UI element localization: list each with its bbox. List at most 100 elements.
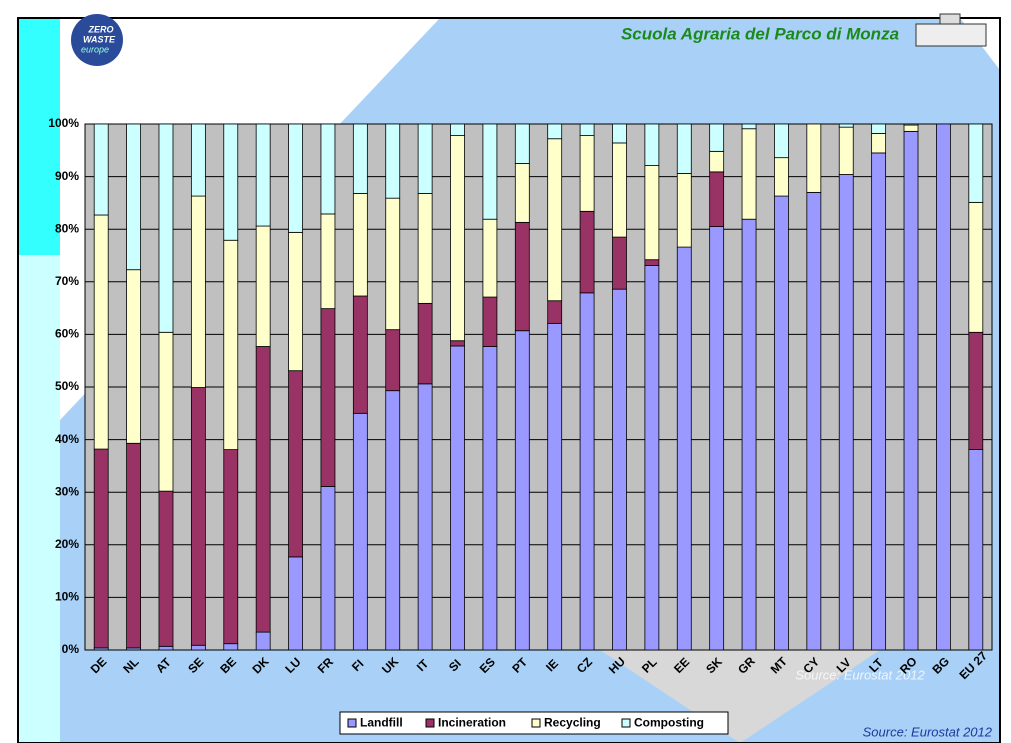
bar-segment (774, 196, 788, 650)
y-tick-label: 40% (55, 432, 79, 446)
source: Source: Eurostat 2012 (863, 724, 993, 739)
bar-segment (127, 124, 141, 270)
logo-text: europe (81, 44, 109, 54)
bar-segment (191, 124, 205, 196)
building-top (940, 14, 960, 24)
bar-segment (94, 449, 108, 648)
bar-segment (451, 341, 465, 346)
bar-segment (224, 644, 238, 650)
bar-segment (483, 124, 497, 219)
bar-segment (580, 293, 594, 650)
bar-segment (94, 124, 108, 215)
bar-segment (645, 166, 659, 260)
bar-segment (256, 346, 270, 632)
logo-text: WASTE (83, 34, 116, 44)
bar-segment (677, 173, 691, 247)
building (916, 24, 986, 46)
bar-segment (256, 226, 270, 346)
bar-segment (386, 330, 400, 391)
legend-label: Incineration (438, 716, 506, 730)
bar-segment (386, 198, 400, 330)
bar-segment (256, 124, 270, 226)
bar-segment (872, 124, 886, 133)
bar-segment (353, 193, 367, 296)
bar-segment (418, 303, 432, 383)
bar-segment (742, 124, 756, 129)
logo: ZERO WASTE europe (71, 14, 123, 66)
cyan-stripe (18, 18, 60, 255)
bar-segment (224, 124, 238, 240)
bar-segment (839, 127, 853, 174)
y-tick-label: 80% (55, 221, 79, 235)
bar-segment (353, 413, 367, 650)
bar-segment (645, 260, 659, 266)
bar-segment (710, 124, 724, 151)
bar-segment (451, 346, 465, 650)
bar-segment (451, 124, 465, 136)
bar-segment (418, 193, 432, 303)
y-tick-label: 60% (55, 327, 79, 341)
bar-segment (969, 332, 983, 449)
bar-segment (904, 131, 918, 650)
legend-swatch (426, 719, 434, 727)
bar-segment (191, 645, 205, 650)
bar-segment (515, 222, 529, 330)
bar-segment (710, 227, 724, 650)
bar-segment (321, 124, 335, 214)
bar-segment (159, 646, 173, 650)
bar-segment (936, 124, 950, 650)
bar-segment (515, 163, 529, 222)
bar-segment (742, 219, 756, 650)
bar-segment (483, 219, 497, 297)
bar-segment (677, 124, 691, 173)
bar-segment (677, 247, 691, 650)
y-tick-label: 20% (55, 537, 79, 551)
bar-segment (224, 450, 238, 644)
bar-segment (321, 486, 335, 650)
bar-segment (451, 136, 465, 341)
bar-segment (612, 289, 626, 650)
bar-segment (645, 124, 659, 166)
bar-segment (742, 129, 756, 219)
bar-segment (159, 491, 173, 646)
bar-segment (256, 632, 270, 650)
bar-segment (386, 124, 400, 198)
bar-segment (904, 124, 918, 125)
bar-segment (191, 196, 205, 387)
legend-swatch (532, 719, 540, 727)
legend-swatch (622, 719, 630, 727)
bar-segment (159, 124, 173, 332)
bar-segment (645, 265, 659, 650)
bar-segment (321, 309, 335, 487)
bar-segment (580, 211, 594, 293)
y-tick-label: 30% (55, 484, 79, 498)
bar-segment (807, 124, 821, 192)
bar-segment (969, 450, 983, 650)
bar-segment (321, 214, 335, 309)
bar-segment (353, 296, 367, 413)
legend-label: Composting (634, 716, 704, 730)
pale-stripe (18, 255, 60, 743)
legend-label: Landfill (360, 716, 403, 730)
bar-segment (224, 240, 238, 449)
bar-segment (289, 124, 303, 232)
bar-segment (710, 151, 724, 172)
bar-segment (548, 323, 562, 650)
bar-segment (969, 124, 983, 202)
bar-segment (839, 174, 853, 650)
bar-segment (127, 443, 141, 648)
chart: Source: Eurostat 20120%10%20%30%40%50%60… (48, 116, 992, 734)
bar-segment (289, 371, 303, 557)
bar-segment (289, 232, 303, 370)
bar-segment (872, 133, 886, 152)
bar-segment (969, 202, 983, 332)
legend-label: Recycling (544, 716, 601, 730)
y-tick-label: 90% (55, 169, 79, 183)
y-tick-label: 100% (48, 116, 79, 130)
bar-segment (418, 384, 432, 650)
bar-segment (483, 297, 497, 346)
bar-segment (94, 215, 108, 449)
bar-segment (774, 158, 788, 196)
bar-segment (353, 124, 367, 193)
y-tick-label: 70% (55, 274, 79, 288)
